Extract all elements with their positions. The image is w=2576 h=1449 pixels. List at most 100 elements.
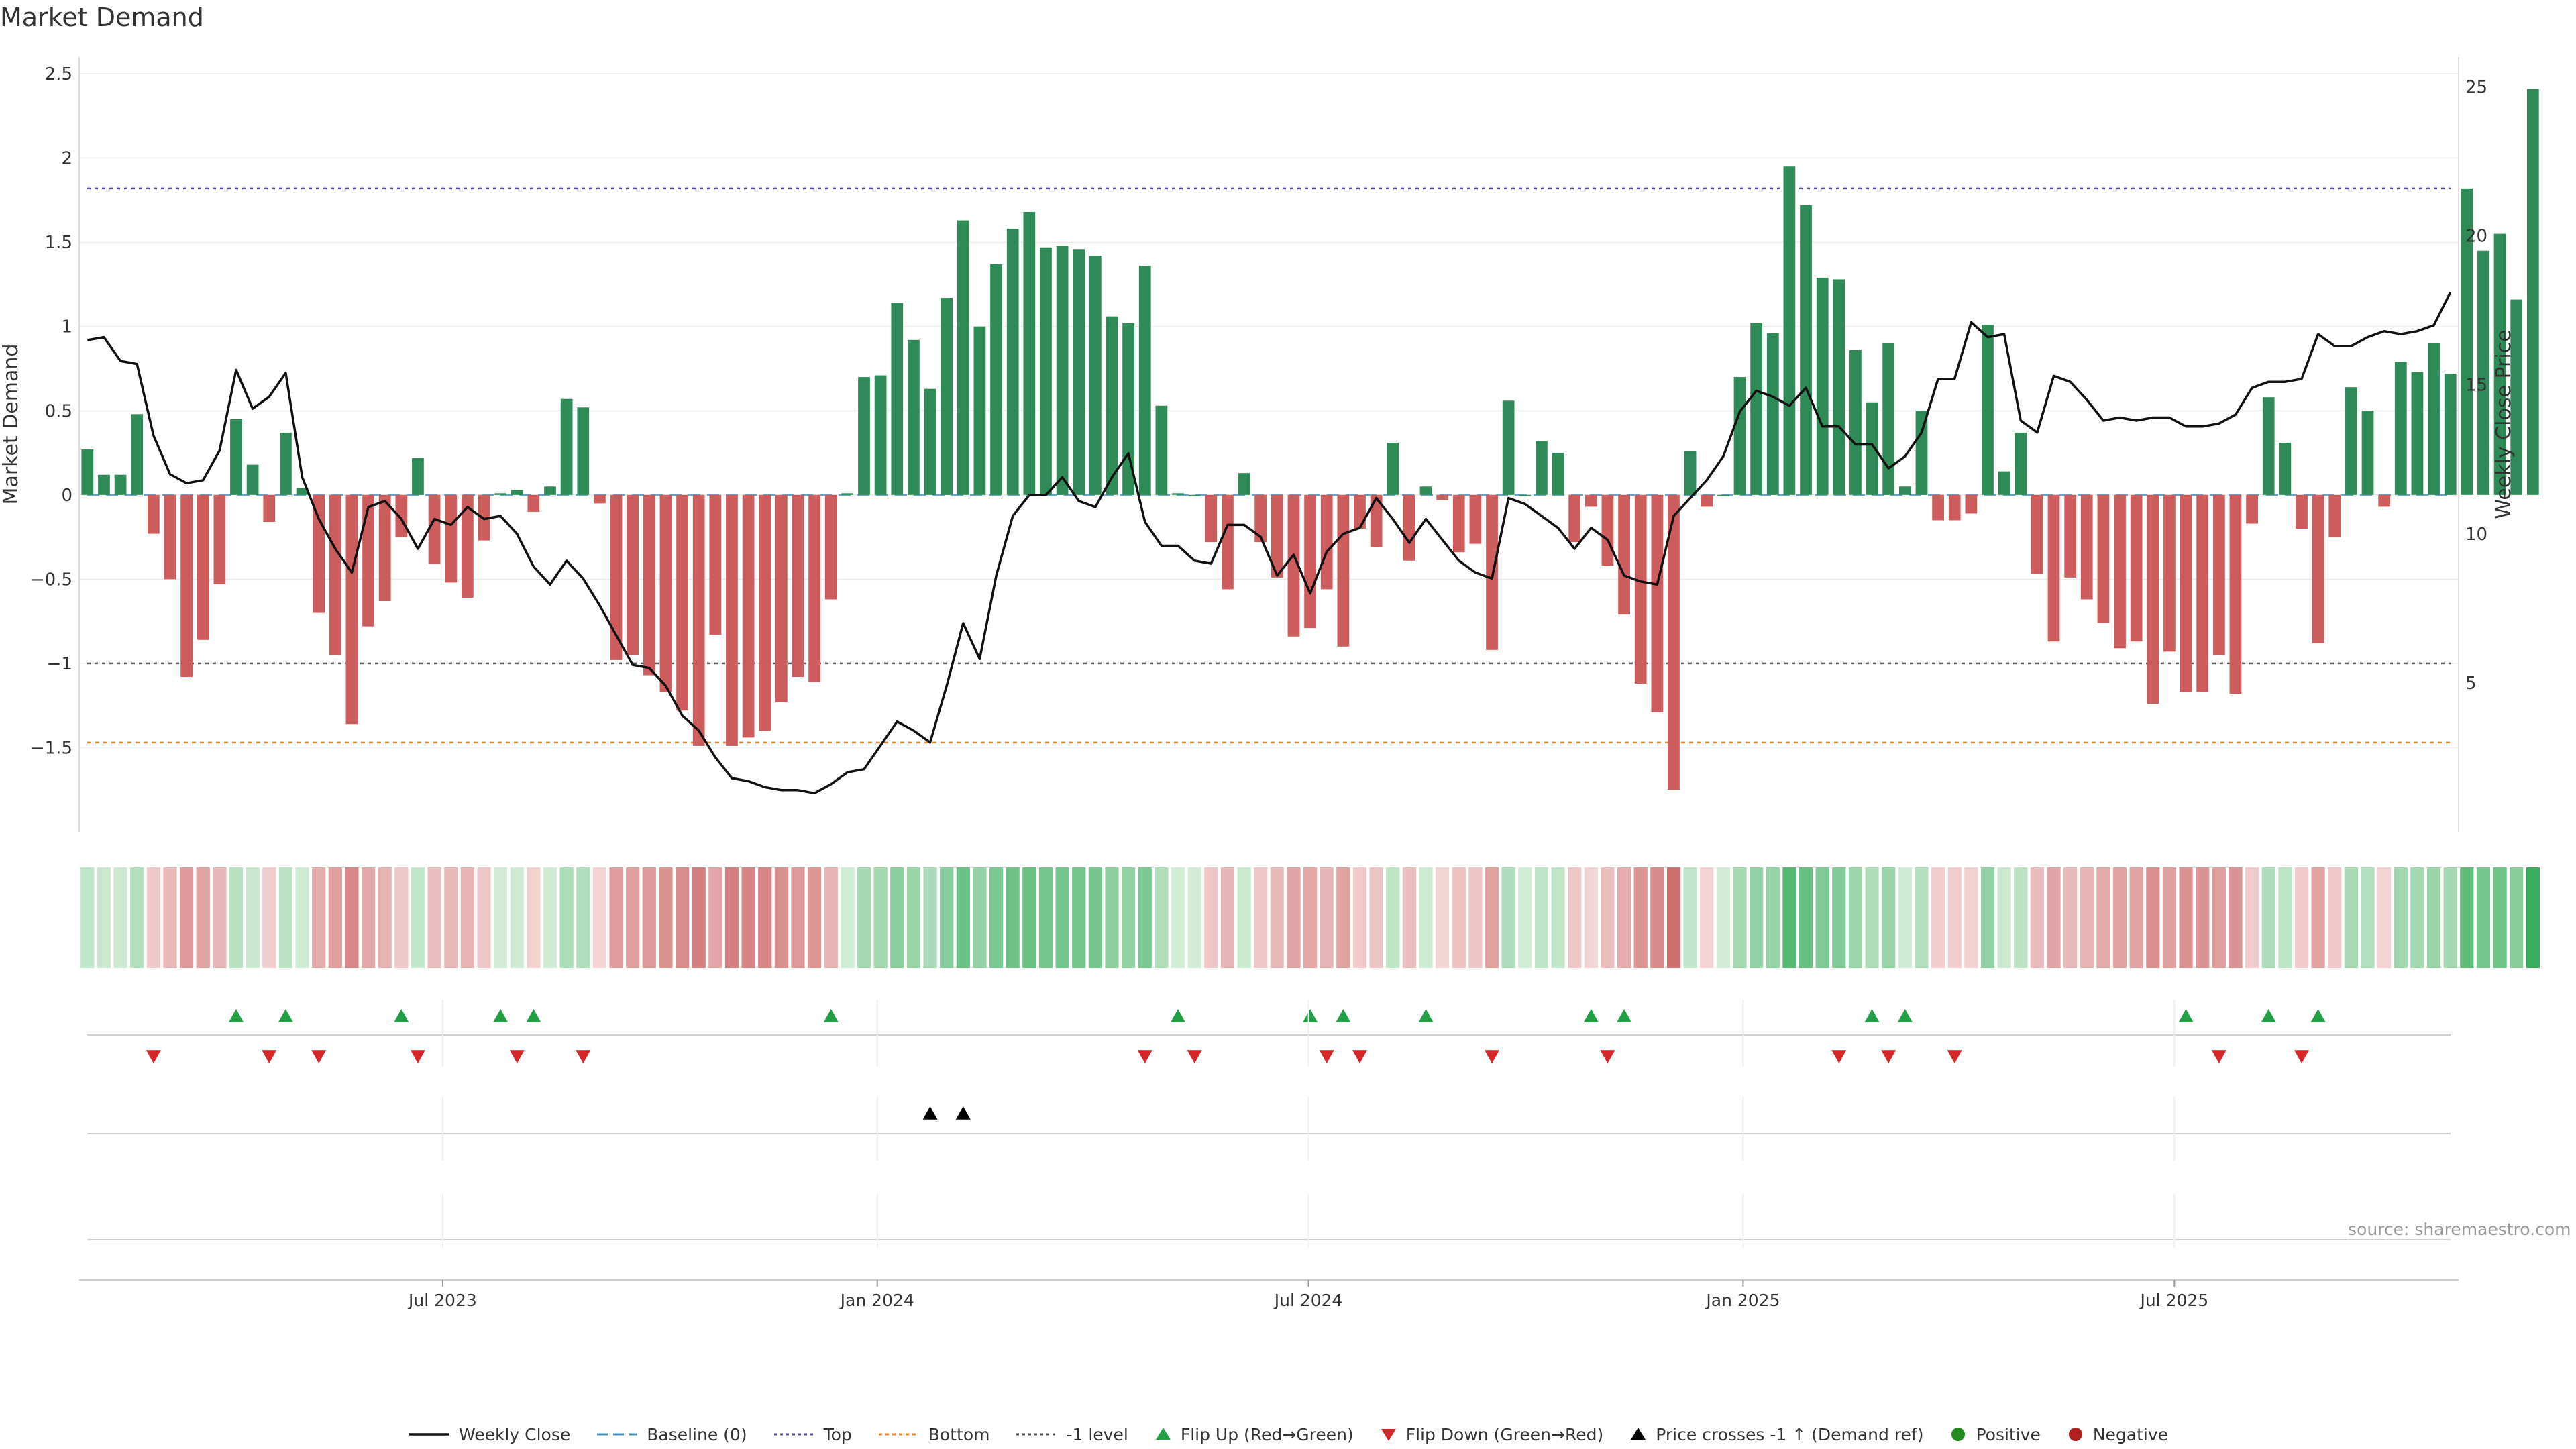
positive-bar [1387,442,1399,495]
negative-bar [1320,494,1333,590]
heat-cell [1038,867,1053,968]
heat-cell [97,867,111,968]
negative-bar [461,494,474,598]
heat-cell [774,867,788,968]
left-tick-label: −1.5 [30,738,72,758]
positive-legend-symbol [1951,1428,1966,1441]
negative-bar [775,494,788,702]
positive-bar [1089,256,1102,495]
heat-cell [213,867,227,968]
heat-cell [1650,867,1664,968]
negative-bar [676,494,688,711]
positive-bar [1238,473,1250,495]
positive-bar [1419,486,1432,495]
negative-bar [180,494,193,677]
heat-cell [1006,867,1020,968]
negative-bar [428,494,441,564]
heat-cell [1336,867,1350,968]
positive-bar [1023,212,1036,495]
top-legend-symbol [773,1433,814,1436]
heat-cell [824,867,838,968]
heat-cell [1386,867,1400,968]
negative-bar [2147,494,2159,704]
x-axis: Jul 2023 Jan 2024 Jul 2024 Jan 2025 Jul 2025 [79,1000,2459,1310]
weekly-close-line [87,292,2452,795]
positive-bar [114,474,127,495]
heat-cell [741,867,755,968]
legend-label: Top [823,1424,852,1444]
negative-bar [2080,494,2093,600]
heat-cell [1997,867,2011,968]
negative-bar [1651,494,1664,712]
heat-cell [708,867,722,968]
x-tick-label: Jul 2025 [2139,1291,2208,1310]
positive-bar [957,220,969,495]
heat-cell [724,867,739,968]
heat-cell [130,867,144,968]
positive-bar [1816,277,1829,495]
weekly-close-series [87,292,2452,795]
negative-bar [1634,494,1647,684]
negative-bar [1271,494,1283,578]
negative-bar [1618,494,1630,615]
heat-cell [2526,867,2540,968]
negative-bar [362,494,374,627]
positive-bar [1106,316,1118,495]
heat-cell [675,867,690,968]
cross-legend-symbol [1631,1428,1646,1440]
heat-cell [1419,867,1433,968]
heat-cell [989,867,1004,968]
heat-cell [278,867,292,968]
heat-cell [1584,867,1598,968]
heat-cell [1898,867,1912,968]
heat-cell [1204,867,1218,968]
negative-bar [164,494,176,580]
right-tick-label: 20 [2465,227,2487,247]
negative-bar [610,494,623,660]
positive-bar [1519,494,1532,496]
negative-bar [1452,494,1465,553]
left-axis-label: Market Demand [0,344,23,505]
flip-up-marker [1897,1009,1913,1022]
positive-bar [2444,374,2457,495]
flip-up-marker [2178,1009,2194,1022]
left-tick-label: 0 [61,486,72,506]
heat-cell [163,867,177,968]
heat-cell [1352,867,1367,968]
heat-cell [345,867,359,968]
positive-bar [1155,405,1168,495]
negative-bar [2312,494,2324,643]
heat-cell [2030,867,2044,968]
flip-down-marker [262,1050,277,1063]
positive-bar [941,298,953,495]
legend-item-positive: Positive [1949,1425,2041,1444]
heat-cell [146,867,160,968]
left-tick-label: 1.5 [45,233,72,253]
right-tick-label: 15 [2465,376,2487,396]
heat-cell [1254,867,1268,968]
flip-up-marker [1303,1009,1318,1022]
heat-cell [180,867,194,968]
legend-label: Weekly Close [458,1424,571,1444]
x-tick-label: Jul 2024 [1273,1291,1343,1310]
heat-cell [1782,867,1796,968]
axes: 2.5 2 1.5 1 0.5 0 −0.5 −1 −1.5 25 20 15 10 5 Market De… [0,57,2516,832]
negative-bar [1601,494,1614,566]
heat-cell [2047,867,2061,968]
negative-bar [2328,494,2341,537]
positive-bar [131,414,144,495]
positive-bar [511,490,523,495]
positive-bar [1982,325,1994,495]
legend-label: Bottom [928,1424,990,1444]
heat-cell [956,867,970,968]
flip-up-marker [2261,1009,2276,1022]
positive-bar [874,375,887,495]
heat-cell [1865,867,1879,968]
heat-cell [460,867,474,968]
negative-bar [1287,494,1300,637]
legend-item-minus-one: -1 level [1015,1425,1128,1444]
source-note: source: sharemaestro.com [2348,1220,2571,1239]
positive-bar [81,449,94,495]
positive-bar [2526,89,2539,495]
